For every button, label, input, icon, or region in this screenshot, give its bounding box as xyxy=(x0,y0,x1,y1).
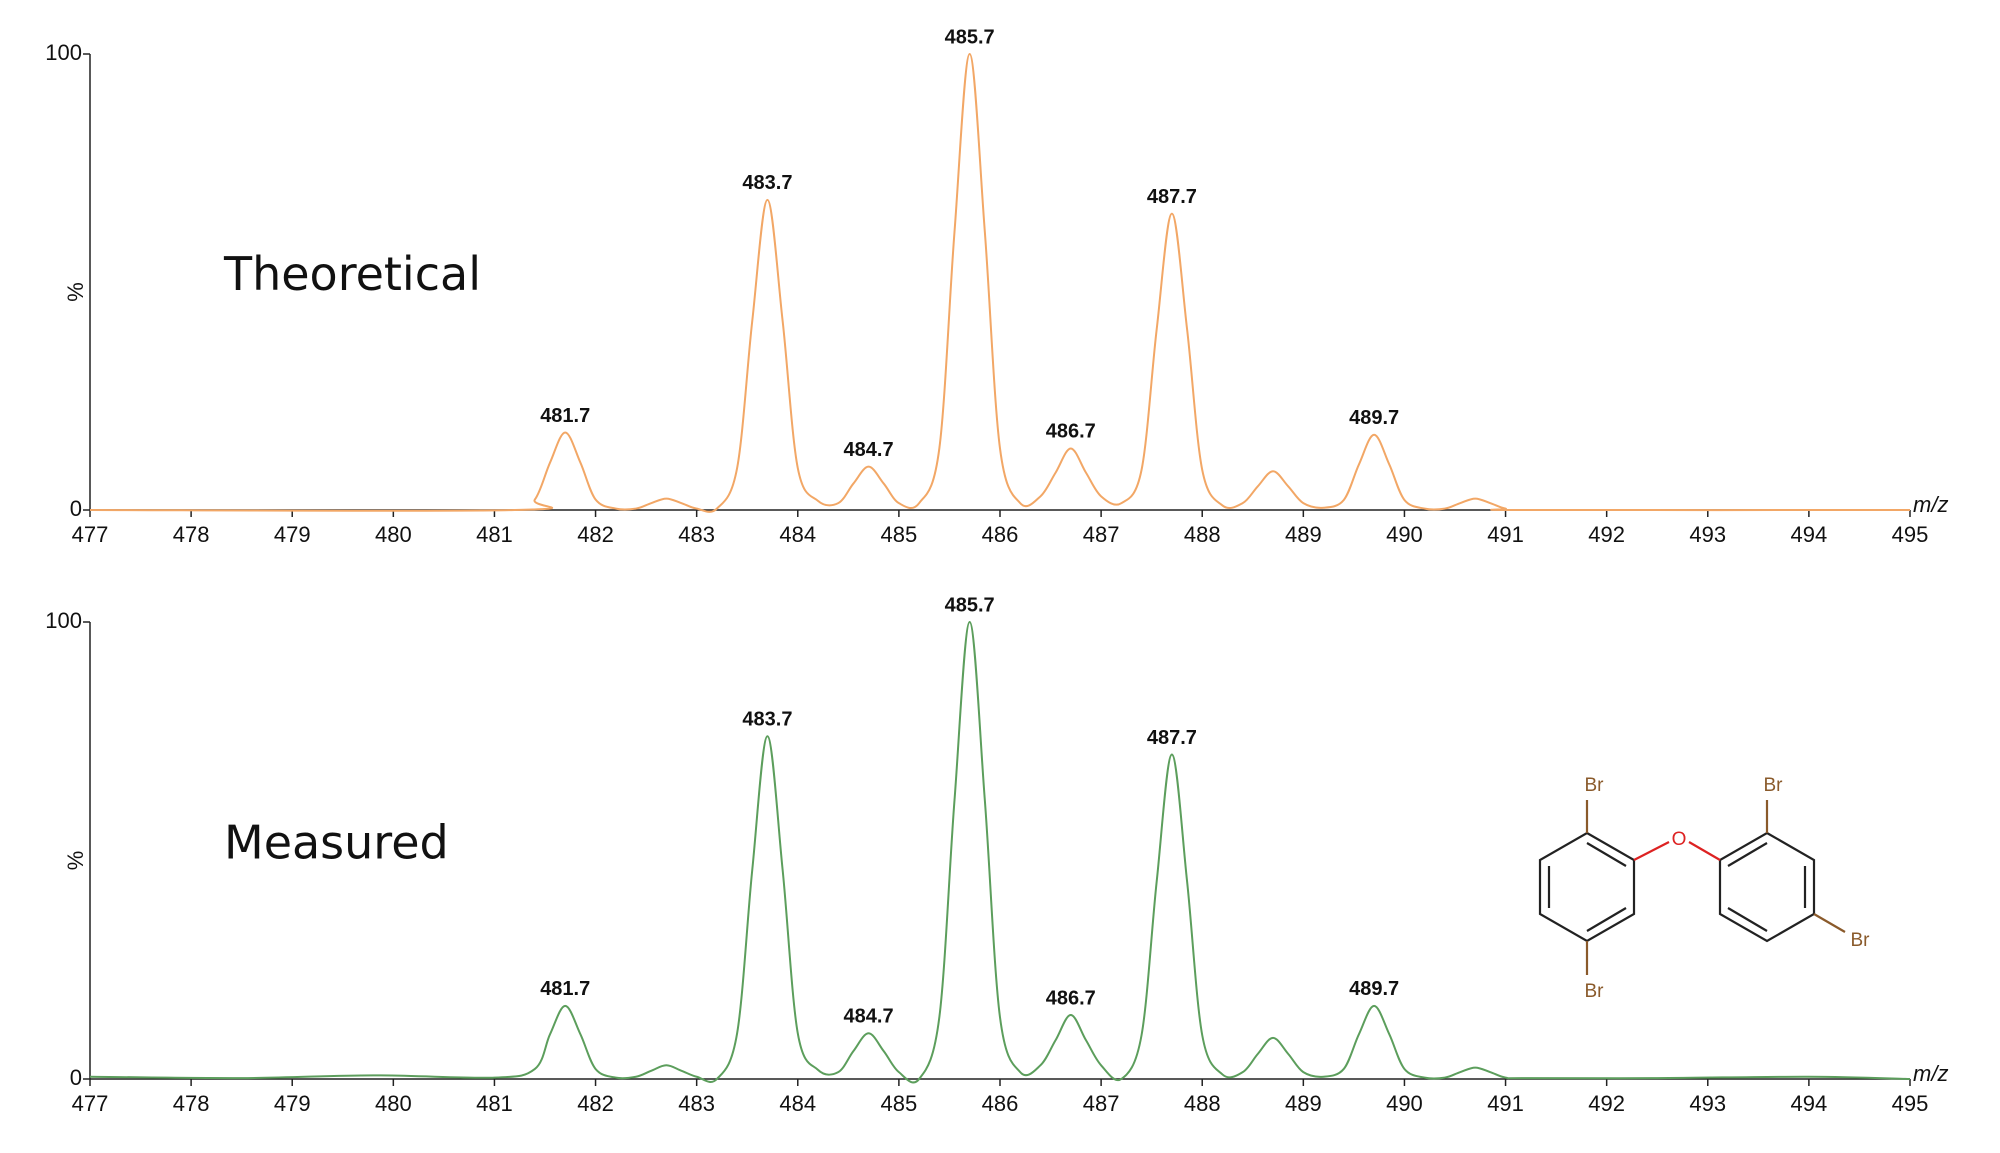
chart-title: Theoretical xyxy=(223,247,481,301)
x-tick-label: 494 xyxy=(1791,1091,1828,1116)
spectrum-line xyxy=(89,52,1911,513)
peak-label: 485.7 xyxy=(945,26,995,48)
peak-label: 484.7 xyxy=(844,1006,894,1028)
x-tick-label: 483 xyxy=(678,1091,715,1116)
y-axis-label: % xyxy=(63,282,88,302)
peak-label: 489.7 xyxy=(1349,978,1399,1000)
x-tick-label: 481 xyxy=(476,522,513,547)
peak-label: 489.7 xyxy=(1349,407,1399,429)
x-axis-label: m/z xyxy=(1913,1061,1948,1086)
x-tick-label: 485 xyxy=(881,1091,918,1116)
x-tick-label: 482 xyxy=(577,522,614,547)
y-tick-label: 100 xyxy=(45,40,82,65)
x-tick-label: 492 xyxy=(1588,1091,1625,1116)
x-tick-label: 490 xyxy=(1386,522,1423,547)
peak-label: 483.7 xyxy=(742,709,792,731)
br-bonds xyxy=(1585,800,1846,975)
y-tick-label: 0 xyxy=(70,1065,82,1090)
x-tick-label: 480 xyxy=(375,522,412,547)
double-bonds xyxy=(1547,842,1807,932)
atom: Br xyxy=(1764,775,1784,796)
y-tick-label: 100 xyxy=(45,608,82,633)
x-tick-label: 493 xyxy=(1689,522,1726,547)
peak-label: 484.7 xyxy=(844,439,894,461)
chart-title: Measured xyxy=(224,815,449,869)
x-tick-label: 489 xyxy=(1285,522,1322,547)
peak-label: 481.7 xyxy=(540,978,590,1000)
x-tick-label: 492 xyxy=(1588,522,1625,547)
chart: 0 100 477 478 479 480 481 482 483 484 485 486 487 488… xyxy=(45,26,1948,547)
x-tick-label: 493 xyxy=(1689,1091,1726,1116)
ether-bonds xyxy=(1633,841,1721,861)
x-tick-label: 491 xyxy=(1487,1091,1524,1116)
x-tick-label: 479 xyxy=(274,522,311,547)
x-tick-label: 488 xyxy=(1184,1091,1221,1116)
x-tick-label: 491 xyxy=(1487,522,1524,547)
y-tick-label: 0 xyxy=(70,496,82,521)
peak-label: 486.7 xyxy=(1046,421,1096,443)
atom: Br xyxy=(1585,981,1605,1002)
peak-label: 483.7 xyxy=(742,172,792,194)
peak-label: 485.7 xyxy=(945,594,995,616)
y-axis-label: % xyxy=(63,851,88,871)
x-tick-label: 480 xyxy=(375,1091,412,1116)
peak-label: 487.7 xyxy=(1147,727,1197,749)
x-tick-label: 479 xyxy=(274,1091,311,1116)
x-tick-label: 477 xyxy=(72,1091,109,1116)
x-tick-label: 484 xyxy=(779,522,816,547)
x-tick-label: 490 xyxy=(1386,1091,1423,1116)
atom: O xyxy=(1672,829,1687,850)
x-tick-label: 486 xyxy=(982,1091,1019,1116)
x-axis-label: m/z xyxy=(1913,492,1948,517)
x-tick-label: 487 xyxy=(1083,522,1120,547)
x-tick-label: 478 xyxy=(173,522,210,547)
x-tick-label: 495 xyxy=(1892,522,1929,547)
peak-label: 486.7 xyxy=(1046,987,1096,1009)
x-tick-label: 481 xyxy=(476,1091,513,1116)
spectrum-line xyxy=(89,620,1911,1084)
x-tick-label: 495 xyxy=(1892,1091,1929,1116)
atom: Br xyxy=(1585,775,1605,796)
chart: 0 100 477 478 479 480 481 482 483 484 485 486 487 488… xyxy=(45,594,1948,1116)
x-tick-label: 484 xyxy=(779,1091,816,1116)
structure: Br Br O Br Br xyxy=(1538,775,1871,1002)
x-tick-label: 478 xyxy=(173,1091,210,1116)
x-tick-label: 489 xyxy=(1285,1091,1322,1116)
x-tick-label: 487 xyxy=(1083,1091,1120,1116)
atom: Br xyxy=(1851,930,1871,951)
peak-label: 487.7 xyxy=(1147,186,1197,208)
ring xyxy=(1718,831,1816,943)
ring xyxy=(1538,831,1636,943)
x-tick-label: 494 xyxy=(1791,522,1828,547)
peak-label: 481.7 xyxy=(540,405,590,427)
x-tick-label: 482 xyxy=(577,1091,614,1116)
x-tick-label: 486 xyxy=(982,522,1019,547)
x-tick-label: 483 xyxy=(678,522,715,547)
x-tick-label: 477 xyxy=(72,522,109,547)
x-tick-label: 485 xyxy=(881,522,918,547)
x-tick-label: 488 xyxy=(1184,522,1221,547)
